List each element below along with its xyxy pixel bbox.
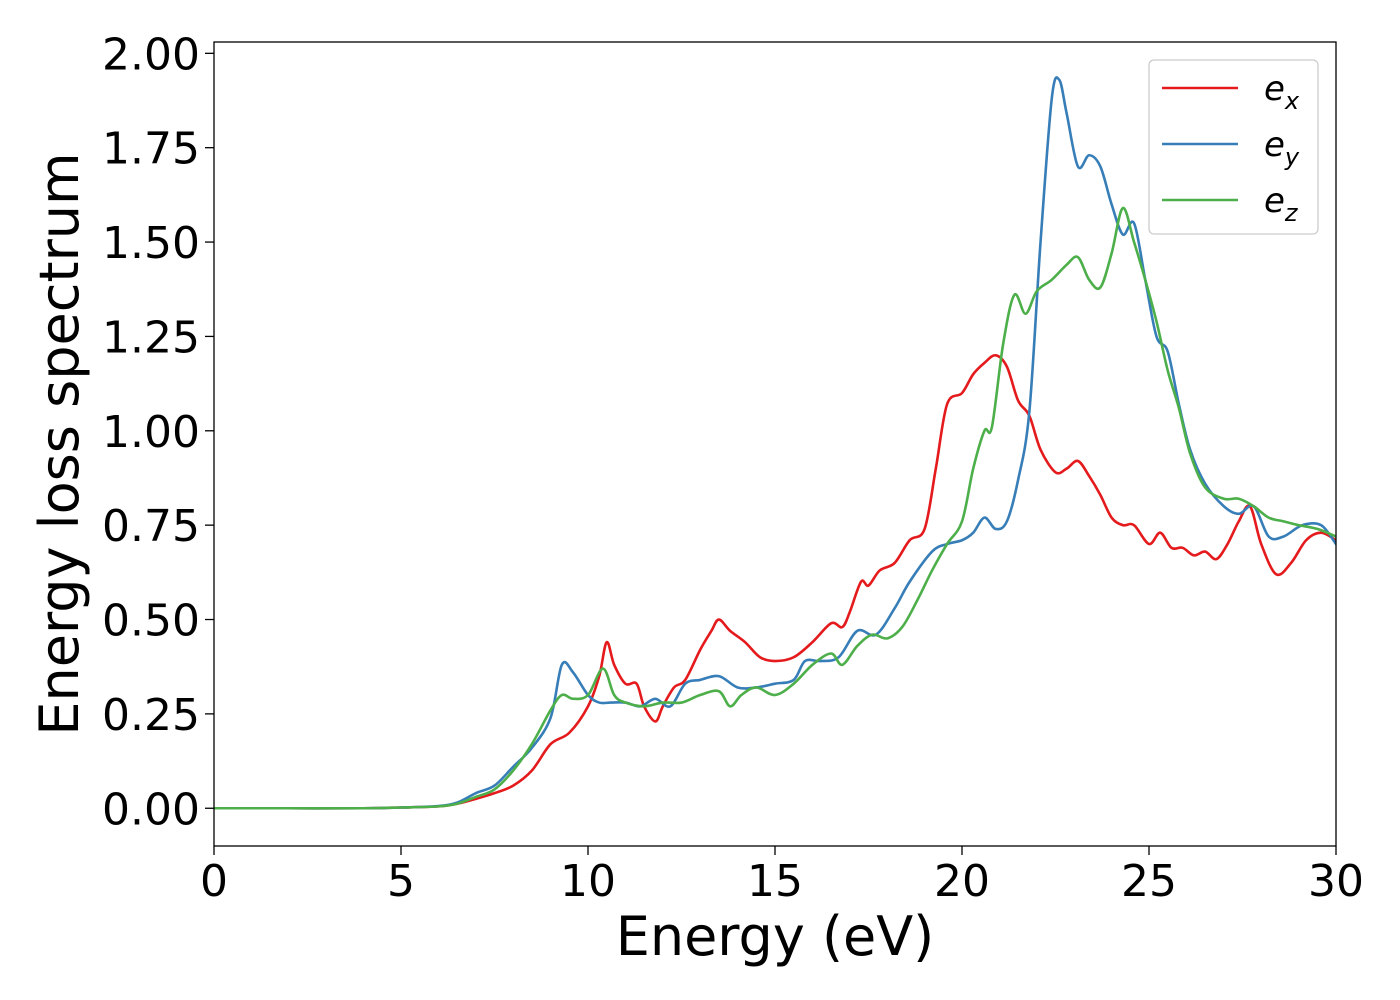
- x-tick-label: 20: [934, 856, 990, 907]
- y-tick-label: 1.25: [102, 312, 200, 363]
- legend-item-z: ez: [1162, 181, 1299, 227]
- y-tick-label: 0.00: [102, 784, 200, 835]
- legend-label: ey: [1264, 125, 1300, 171]
- y-axis-label: Energy loss spectrum: [28, 152, 91, 735]
- y-tick-label: 0.25: [102, 690, 200, 741]
- x-tick-label: 30: [1308, 856, 1364, 907]
- y-axis: 0.00 0.25 0.50 0.75 1.00 1.25 1.50 1.75 2.00: [102, 29, 214, 835]
- y-tick-label: 1.50: [102, 218, 200, 269]
- legend-item-y: ey: [1162, 125, 1300, 171]
- x-tick-label: 0: [200, 856, 228, 907]
- x-tick-label: 25: [1121, 856, 1177, 907]
- x-axis: 0 5 10 15 20 25 30: [200, 846, 1364, 907]
- legend-label-main: e: [1264, 125, 1285, 165]
- legend-label-subscript: x: [1284, 87, 1300, 115]
- y-tick-label: 0.50: [102, 596, 200, 647]
- x-tick-label: 5: [387, 856, 415, 907]
- legend-label-subscript: y: [1284, 143, 1300, 171]
- y-tick-label: 2.00: [102, 29, 200, 80]
- x-tick-label: 15: [747, 856, 803, 907]
- legend-label-subscript: z: [1284, 199, 1299, 227]
- series-line-z: [214, 206, 1336, 810]
- legend-item-x: ex: [1162, 69, 1300, 115]
- series-layer: [214, 76, 1336, 810]
- legend-label-main: e: [1264, 181, 1285, 221]
- series-line-y: [214, 76, 1336, 810]
- legend-label: ez: [1264, 181, 1299, 227]
- y-tick-label: 1.00: [102, 407, 200, 458]
- legend-label-main: e: [1264, 69, 1285, 109]
- legend-box: [1148, 59, 1319, 235]
- x-axis-label: Energy (eV): [616, 905, 935, 968]
- y-tick-label: 0.75: [102, 501, 200, 552]
- series-line-x: [214, 353, 1336, 810]
- x-tick-label: 10: [560, 856, 616, 907]
- y-tick-label: 1.75: [102, 124, 200, 175]
- legend-label: ex: [1264, 69, 1300, 115]
